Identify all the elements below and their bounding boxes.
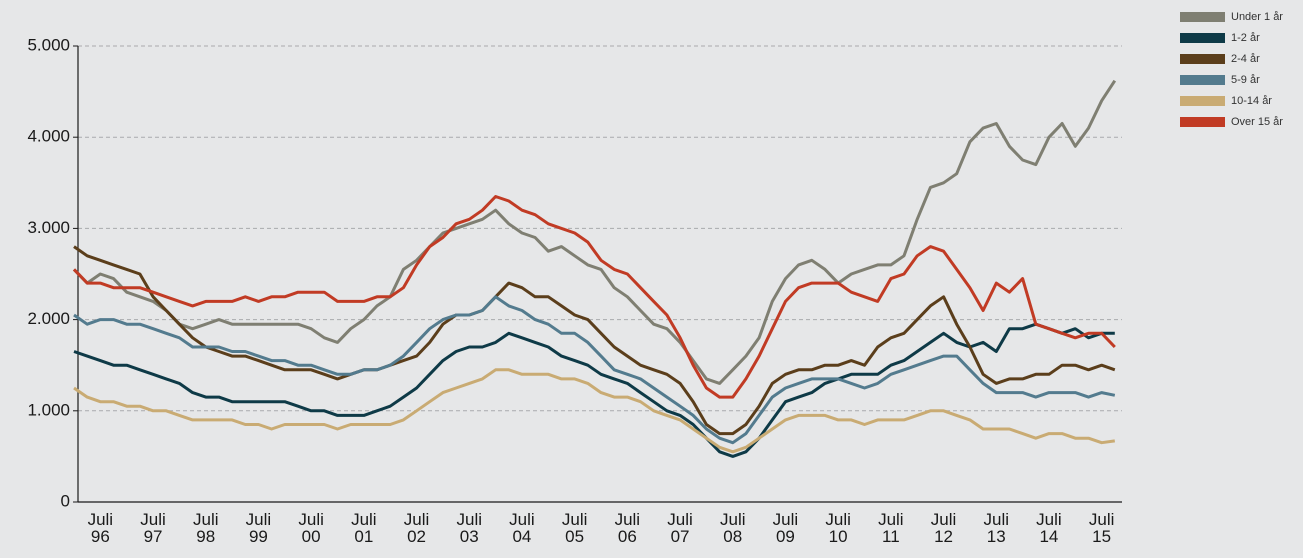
legend-swatch <box>1180 54 1225 64</box>
x-tick-label: Juli 98 <box>192 510 219 546</box>
x-tick-label: Juli 06 <box>614 510 641 546</box>
x-tick-label: Juli 99 <box>245 510 272 546</box>
legend-label: Over 15 år <box>1231 116 1283 128</box>
x-tick-label: Juli 02 <box>403 510 430 546</box>
series-line <box>73 322 1115 458</box>
x-tick-label: Juli 04 <box>509 510 535 546</box>
x-tick-label: Juli 10 <box>825 510 851 546</box>
series-line <box>72 79 1117 385</box>
x-tick-label: Juli 11 <box>878 510 904 546</box>
x-tick-label: Juli 03 <box>456 510 482 546</box>
series-line <box>72 195 1116 399</box>
series-line <box>73 245 1116 436</box>
legend-swatch <box>1180 117 1225 127</box>
x-tick-label: Juli 12 <box>930 510 957 546</box>
x-tick-label: Juli 13 <box>983 510 1009 546</box>
legend-swatch <box>1180 12 1225 22</box>
legend-swatch <box>1180 75 1225 85</box>
x-tick-label: Juli 14 <box>1036 510 1062 546</box>
legend-swatch <box>1180 96 1225 106</box>
y-tick-label: 1.000 <box>27 400 70 419</box>
legend-label: 2-4 år <box>1231 53 1260 65</box>
y-tick-label: 5.000 <box>27 35 70 54</box>
x-tick-label: Juli 08 <box>719 510 746 546</box>
x-tick-label: Juli 01 <box>351 510 377 546</box>
legend-label: 1-2 år <box>1231 32 1260 44</box>
x-tick-label: Juli 15 <box>1088 510 1115 546</box>
x-tick-label: Juli 07 <box>667 510 693 546</box>
x-tick-label: Juli 96 <box>87 510 114 546</box>
y-tick-label: 0 <box>61 491 70 510</box>
series-line <box>73 368 1116 454</box>
y-tick-label: 2.000 <box>27 309 70 328</box>
series-line <box>73 295 1116 445</box>
x-tick-label: Juli 97 <box>140 510 166 546</box>
legend-swatch <box>1180 33 1225 43</box>
y-tick-label: 3.000 <box>27 218 70 237</box>
y-tick-label: 4.000 <box>27 127 70 146</box>
legend-label: 10-14 år <box>1231 95 1272 107</box>
x-tick-label: Juli 00 <box>298 510 324 546</box>
legend-label: 5-9 år <box>1231 74 1260 86</box>
x-tick-label: Juli 05 <box>561 510 588 546</box>
legend-label: Under 1 år <box>1231 11 1283 23</box>
legend: Under 1 år 1-2 år 2-4 år 5-9 år 10-14 år Over… <box>1180 11 1283 128</box>
x-tick-label: Juli 09 <box>772 510 799 546</box>
